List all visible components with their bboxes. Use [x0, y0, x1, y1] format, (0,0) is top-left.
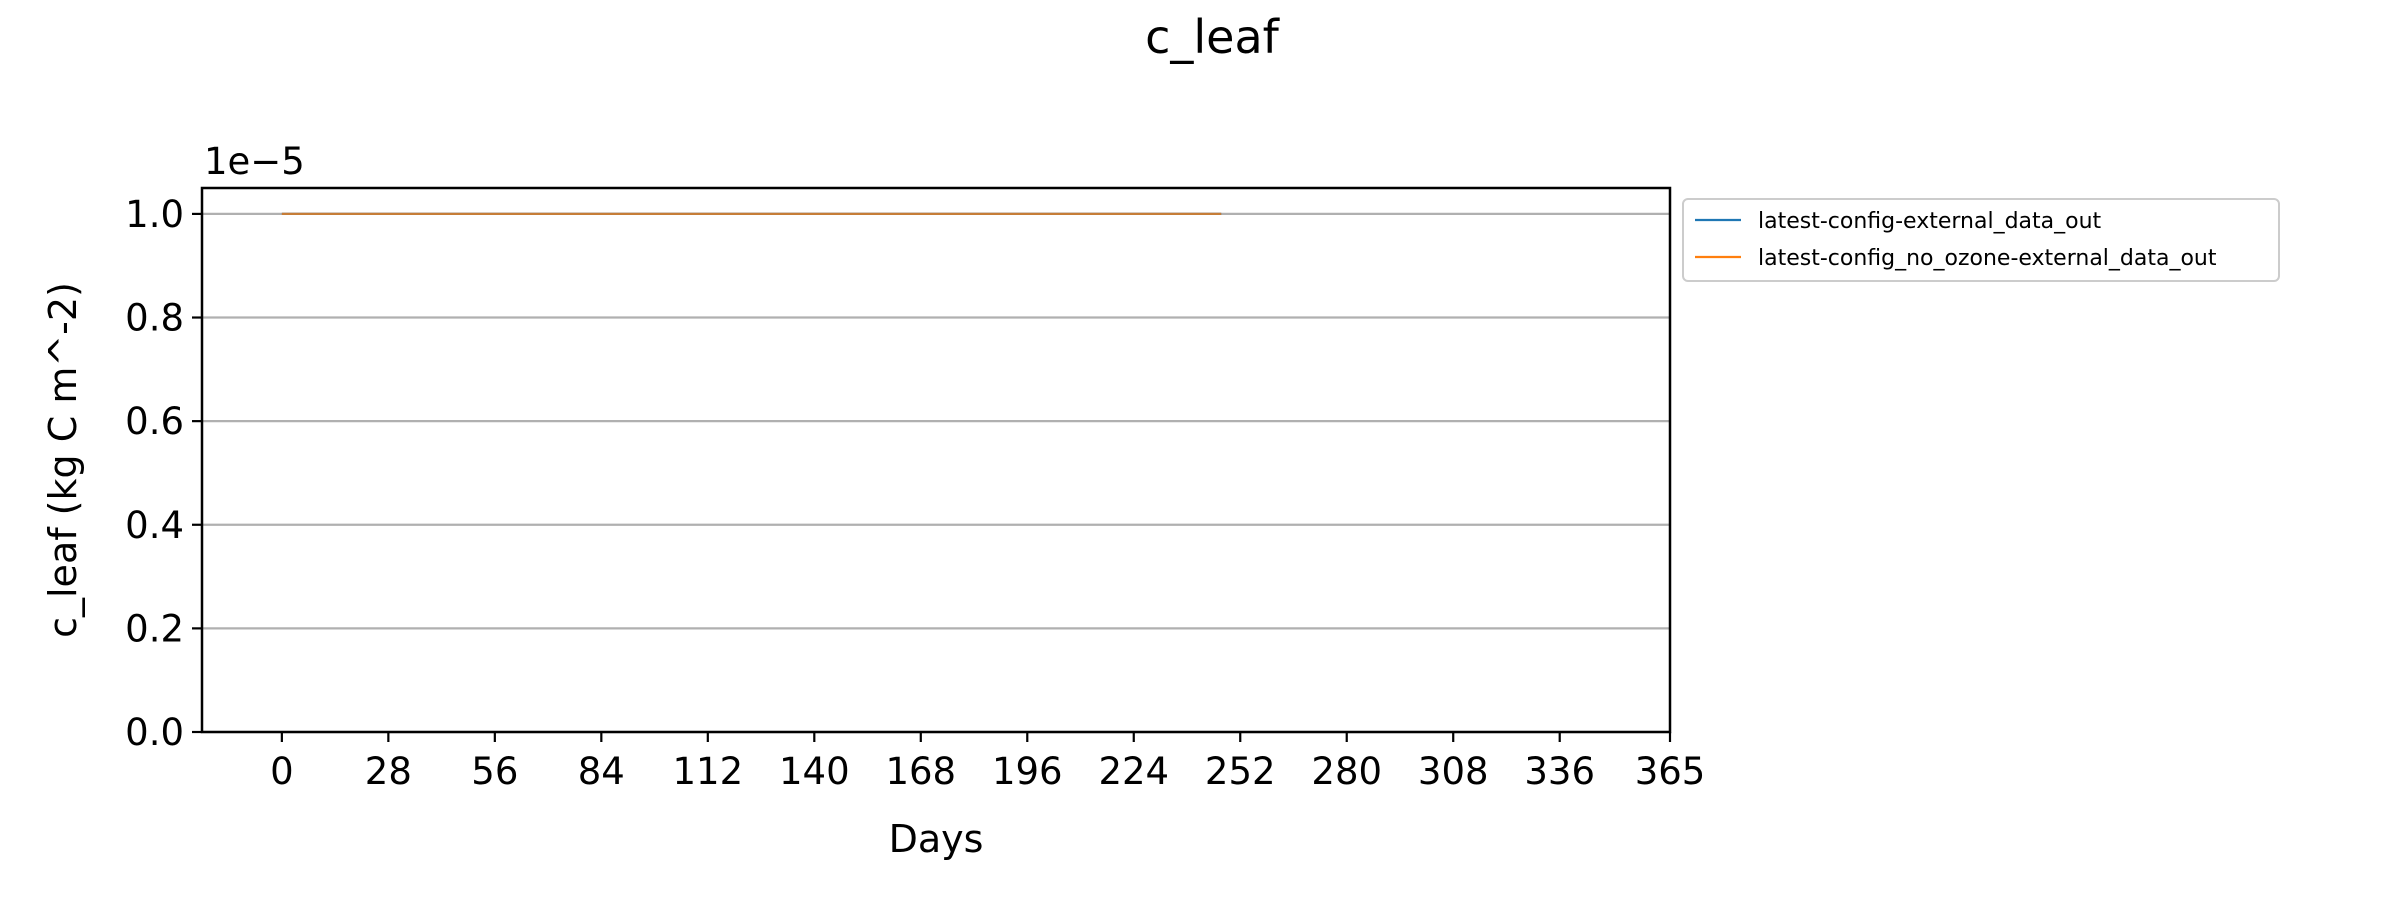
y-tick-label: 0.0 [125, 711, 184, 754]
y-offset-label: 1e−5 [204, 140, 305, 183]
plot-area [200, 186, 1672, 734]
y-tick-label: 0.6 [125, 400, 184, 443]
x-tick-label: 168 [885, 750, 956, 793]
x-tick-label: 140 [779, 750, 850, 793]
legend-frame [1682, 198, 2280, 282]
legend-label-series-1: latest-config-external_data_out [1758, 209, 2102, 234]
chart-title: c_leaf [1145, 10, 1281, 64]
x-tick-label: 56 [471, 750, 518, 793]
x-axis-label: Days [889, 817, 984, 861]
plot-frame [200, 186, 1672, 734]
x-tick-label: 308 [1418, 750, 1489, 793]
y-tick-label: 1.0 [125, 193, 184, 236]
x-tick-label: 112 [673, 750, 744, 793]
legend: latest-config-external_data_out latest-c… [1682, 198, 2280, 282]
y-tick-label: 0.4 [125, 504, 184, 547]
plot-background [202, 188, 1670, 732]
x-tick-label: 280 [1311, 750, 1382, 793]
x-tick-label: 224 [1098, 750, 1169, 793]
x-tick-label: 0 [270, 750, 294, 793]
y-axis-label: c_leaf (kg C m^-2) [41, 282, 85, 638]
x-tick-label: 252 [1205, 750, 1276, 793]
x-tick-label: 28 [365, 750, 412, 793]
legend-label-series-2: latest-config_no_ozone-external_data_out [1758, 246, 2217, 271]
x-tick-label: 365 [1635, 750, 1706, 793]
x-tick-label: 336 [1524, 750, 1595, 793]
y-tick-label: 0.2 [125, 607, 184, 650]
x-tick-label: 196 [992, 750, 1063, 793]
x-tick-label: 84 [578, 750, 625, 793]
y-tick-label: 0.8 [125, 297, 184, 340]
x-axis-ticks: 0 28 56 84 112 140 168 196 224 252 280 308 336 365 [270, 732, 1705, 793]
y-axis-ticks: 0.0 0.2 0.4 0.6 0.8 1.0 [125, 193, 202, 754]
